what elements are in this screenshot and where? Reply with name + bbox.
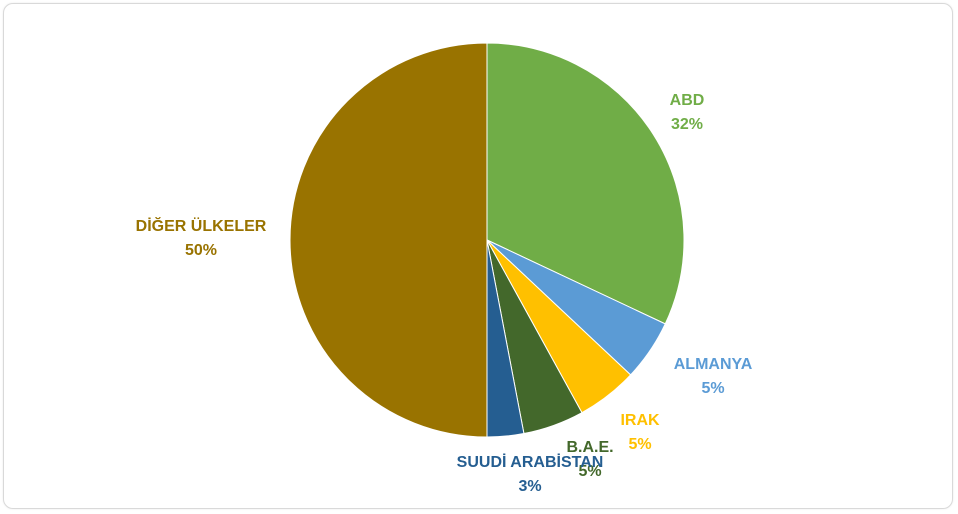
data-label-percent: 5% [628,436,651,453]
data-label-b-a-e: B.A.E. 5% [566,439,613,480]
data-label-percent: 5% [701,380,724,397]
pie-slices [289,42,685,438]
data-label-abd: ABD 32% [670,92,705,133]
data-label-percent: 3% [518,478,541,495]
data-label-di-ğer-ülkeler: DİĞER ÜLKELER 50% [136,216,267,259]
data-label-irak: IRAK 5% [620,412,660,453]
data-label-category: ALMANYA [674,356,753,373]
data-label-percent: 32% [671,116,703,133]
pie-slice-abd [486,42,685,325]
data-label-percent: 5% [578,463,601,480]
data-label-almanya: ALMANYA 5% [674,356,753,397]
pie-labels: ABD 32%ALMANYA 5%IRAK 5%B.A.E. 5%SUUDİ ARABİ… [136,92,753,495]
data-label-category: B.A.E. [566,439,613,456]
data-label-category: IRAK [620,412,660,429]
pie-slice-di-ğer-ülkeler [289,42,488,438]
data-label-suudi-arabi-stan: SUUDİ ARABİSTAN 3% [457,453,604,495]
data-label-percent: 50% [185,242,217,259]
data-label-category: DİĞER ÜLKELER [136,216,267,235]
data-label-category: ABD [670,92,705,109]
data-label-category: SUUDİ ARABİSTAN [457,453,604,471]
